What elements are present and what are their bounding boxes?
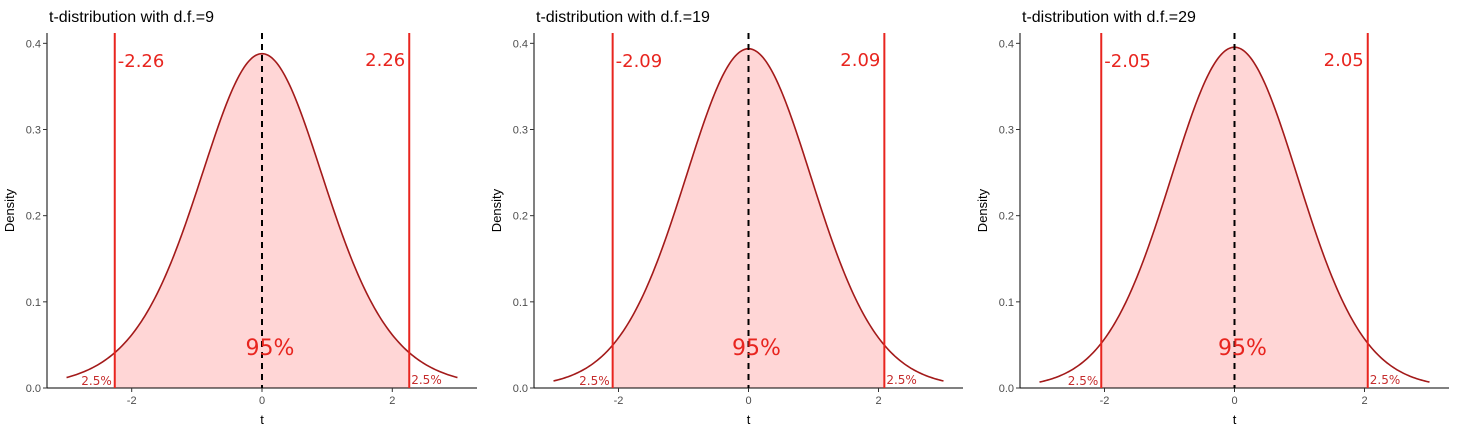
y-tick-label: 0.2 xyxy=(999,211,1014,223)
y-tick-label: 0.3 xyxy=(513,125,528,137)
x-tick-label: 2 xyxy=(389,395,395,407)
y-tick-label: 0.1 xyxy=(26,297,41,309)
y-axis-title: Density xyxy=(2,188,17,232)
y-tick-label: 0.4 xyxy=(513,38,528,50)
tail-label-upper: 2.5% xyxy=(411,373,442,387)
critical-label-upper: 2.26 xyxy=(365,50,405,71)
chart-title: t-distribution with d.f.=9 xyxy=(49,9,214,26)
density-fill-95 xyxy=(612,48,885,388)
y-tick-label: 0.0 xyxy=(513,383,528,395)
x-tick-label: -2 xyxy=(127,395,137,407)
chart-panel-3: t-distribution with d.f.=29 Density t 0.0 0.… xyxy=(975,9,1449,427)
y-axis-title: Density xyxy=(975,188,990,232)
y-tick-label: 0.3 xyxy=(999,125,1014,137)
y-tick-label: 0.3 xyxy=(26,125,41,137)
x-tick-label: -2 xyxy=(614,395,624,407)
tail-label-lower: 2.5% xyxy=(1068,374,1099,388)
x-axis-title: t xyxy=(747,412,751,427)
center-percent-label: 95% xyxy=(246,336,295,361)
chart-panel-1: t-distribution with d.f.=9 Density t 0.0 0.1… xyxy=(2,9,477,427)
x-tick-label: 2 xyxy=(875,395,881,407)
density-curve xyxy=(66,52,458,379)
x-tick-label: 0 xyxy=(745,395,751,407)
x-tick-label: -2 xyxy=(1100,395,1110,407)
center-percent-label: 95% xyxy=(732,336,781,361)
x-axis-title: t xyxy=(260,412,264,427)
critical-label-upper: 2.09 xyxy=(840,50,880,71)
x-tick-label: 0 xyxy=(1231,395,1237,407)
critical-label-upper: 2.05 xyxy=(1324,50,1364,71)
critical-label-lower: -2.05 xyxy=(1104,51,1151,72)
y-tick-label: 0.2 xyxy=(26,211,41,223)
x-axis-title: t xyxy=(1233,412,1237,427)
y-axis-title: Density xyxy=(489,188,504,232)
y-tick-label: 0.0 xyxy=(26,383,41,395)
x-tick-label: 0 xyxy=(259,395,265,407)
center-percent-label: 95% xyxy=(1218,336,1267,361)
critical-label-lower: -2.26 xyxy=(118,51,165,72)
y-tick-label: 0.2 xyxy=(513,211,528,223)
y-tick-label: 0.0 xyxy=(999,383,1014,395)
tail-label-lower: 2.5% xyxy=(579,374,610,388)
y-tick-label: 0.1 xyxy=(999,297,1014,309)
chart-title: t-distribution with d.f.=29 xyxy=(1022,9,1196,26)
tail-label-lower: 2.5% xyxy=(81,374,112,388)
y-tick-label: 0.4 xyxy=(26,38,41,50)
critical-label-lower: -2.09 xyxy=(616,51,663,72)
chart-panel-2: t-distribution with d.f.=19 Density t 0.0 0.… xyxy=(489,9,963,427)
y-tick-label: 0.4 xyxy=(999,38,1014,50)
y-tick-label: 0.1 xyxy=(513,297,528,309)
tail-label-upper: 2.5% xyxy=(886,373,917,387)
x-tick-label: 2 xyxy=(1361,395,1367,407)
tail-label-upper: 2.5% xyxy=(1370,373,1401,387)
chart-title: t-distribution with d.f.=19 xyxy=(536,9,710,26)
density-fill-95 xyxy=(1101,47,1368,388)
